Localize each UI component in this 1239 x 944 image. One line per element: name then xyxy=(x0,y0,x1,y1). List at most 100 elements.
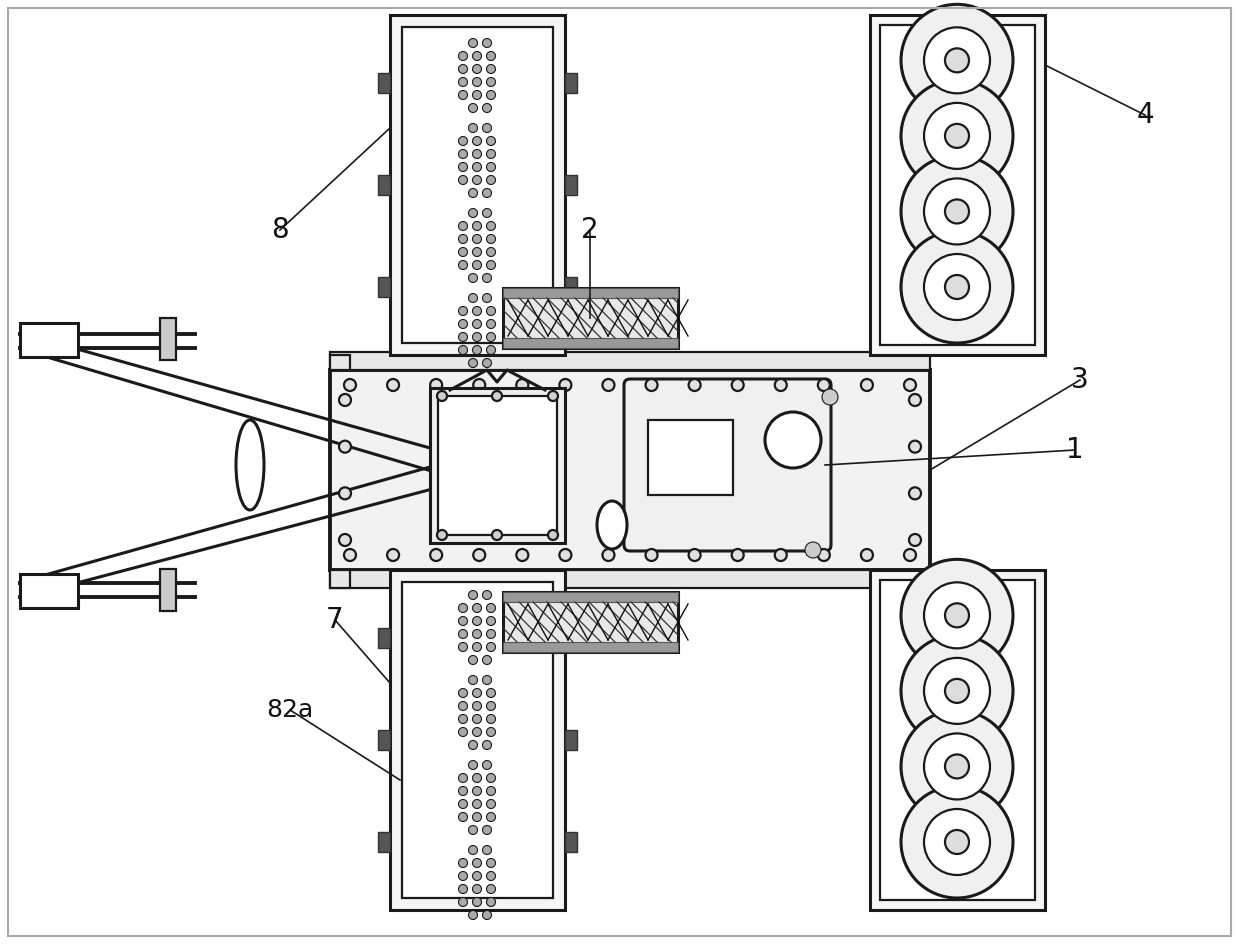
Circle shape xyxy=(458,52,467,60)
Circle shape xyxy=(472,77,482,87)
Circle shape xyxy=(482,294,492,302)
Circle shape xyxy=(492,530,502,540)
Circle shape xyxy=(487,52,496,60)
Bar xyxy=(330,355,349,370)
Bar xyxy=(880,580,1035,900)
Circle shape xyxy=(472,858,482,868)
Bar xyxy=(378,730,390,750)
Bar xyxy=(160,318,176,360)
Circle shape xyxy=(818,379,830,391)
Circle shape xyxy=(924,658,990,724)
Circle shape xyxy=(458,247,467,257)
Circle shape xyxy=(472,800,482,808)
Circle shape xyxy=(339,487,351,499)
Circle shape xyxy=(487,898,496,906)
Circle shape xyxy=(924,103,990,169)
Bar xyxy=(401,27,553,343)
Circle shape xyxy=(602,379,615,391)
Circle shape xyxy=(458,643,467,651)
Circle shape xyxy=(646,549,658,561)
Circle shape xyxy=(458,616,467,626)
Circle shape xyxy=(904,379,916,391)
Circle shape xyxy=(821,389,838,405)
Circle shape xyxy=(487,91,496,99)
Circle shape xyxy=(472,630,482,638)
Circle shape xyxy=(487,715,496,723)
Ellipse shape xyxy=(235,420,264,510)
Bar xyxy=(565,730,577,750)
Circle shape xyxy=(487,603,496,613)
Circle shape xyxy=(387,549,399,561)
Circle shape xyxy=(924,582,990,649)
Bar xyxy=(378,832,390,852)
Circle shape xyxy=(924,254,990,320)
Circle shape xyxy=(472,701,482,711)
Circle shape xyxy=(430,379,442,391)
Circle shape xyxy=(901,711,1014,822)
Circle shape xyxy=(487,77,496,87)
Ellipse shape xyxy=(597,501,627,549)
Circle shape xyxy=(945,603,969,628)
Circle shape xyxy=(468,124,477,132)
Circle shape xyxy=(482,359,492,367)
Circle shape xyxy=(468,846,477,854)
Circle shape xyxy=(458,261,467,269)
Circle shape xyxy=(901,635,1014,747)
Circle shape xyxy=(458,603,467,613)
Circle shape xyxy=(517,549,528,561)
Circle shape xyxy=(458,871,467,881)
Bar xyxy=(439,396,558,535)
Circle shape xyxy=(482,189,492,197)
Bar xyxy=(880,25,1035,345)
Circle shape xyxy=(472,222,482,230)
Circle shape xyxy=(945,754,969,779)
Circle shape xyxy=(458,77,467,87)
Circle shape xyxy=(602,549,615,561)
Circle shape xyxy=(458,307,467,315)
Circle shape xyxy=(472,137,482,145)
Circle shape xyxy=(487,222,496,230)
Circle shape xyxy=(458,234,467,244)
Bar xyxy=(565,73,577,93)
Circle shape xyxy=(909,394,921,406)
Circle shape xyxy=(473,549,486,561)
Circle shape xyxy=(472,728,482,736)
Circle shape xyxy=(774,549,787,561)
Circle shape xyxy=(482,274,492,282)
Bar xyxy=(378,277,390,297)
Circle shape xyxy=(487,728,496,736)
Text: 4: 4 xyxy=(1136,101,1154,129)
Circle shape xyxy=(458,346,467,355)
Circle shape xyxy=(487,630,496,638)
Bar xyxy=(565,832,577,852)
Circle shape xyxy=(487,871,496,881)
Circle shape xyxy=(487,64,496,74)
Circle shape xyxy=(458,222,467,230)
Circle shape xyxy=(901,786,1014,898)
Circle shape xyxy=(472,176,482,184)
Circle shape xyxy=(487,149,496,159)
Circle shape xyxy=(468,189,477,197)
Circle shape xyxy=(487,773,496,783)
Circle shape xyxy=(732,379,743,391)
Circle shape xyxy=(924,809,990,875)
Circle shape xyxy=(458,176,467,184)
Bar xyxy=(503,288,678,348)
Circle shape xyxy=(945,679,969,703)
Bar xyxy=(330,352,930,370)
Circle shape xyxy=(689,549,700,561)
Circle shape xyxy=(861,379,873,391)
Circle shape xyxy=(472,603,482,613)
Circle shape xyxy=(472,616,482,626)
Circle shape xyxy=(487,701,496,711)
Circle shape xyxy=(482,124,492,132)
Text: 3: 3 xyxy=(1072,366,1089,394)
Circle shape xyxy=(924,733,990,800)
Circle shape xyxy=(646,379,658,391)
Circle shape xyxy=(901,560,1014,671)
Circle shape xyxy=(339,441,351,453)
Circle shape xyxy=(487,688,496,698)
Circle shape xyxy=(458,688,467,698)
Bar xyxy=(390,15,565,355)
Circle shape xyxy=(472,234,482,244)
